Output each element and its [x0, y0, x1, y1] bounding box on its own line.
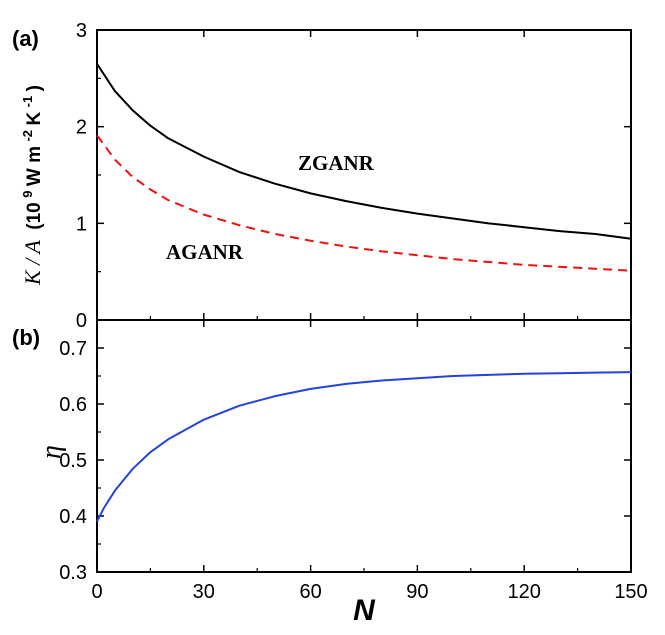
x-tick-label: 90 — [406, 581, 428, 603]
y-axis-unit-end: ) — [24, 85, 45, 91]
y-axis-unit-sup3: -1 — [20, 96, 35, 108]
x-tick-label: 30 — [193, 581, 215, 603]
y-axis-unit-open: (10 — [24, 202, 45, 229]
series-line-aganr — [96, 134, 632, 272]
x-tick-label: 120 — [508, 581, 541, 603]
x-tick-label: 60 — [299, 581, 321, 603]
panel-a-y-tick-label: 0 — [76, 310, 87, 332]
panel-a-frame — [96, 29, 632, 321]
series-layer — [96, 63, 632, 523]
aganr-label: AGANR — [166, 240, 244, 264]
panel-b-y-tick-label: 0.5 — [59, 450, 87, 472]
y-axis-title-a-text: K / A (10 9 W m -2 K -1 ) — [19, 85, 45, 286]
y-axis-title-a: K / A (10 9 W m -2 K -1 ) — [19, 85, 45, 286]
y-axis-unit-sup1: 9 — [20, 191, 35, 198]
series-line-eta — [96, 371, 632, 523]
series-line-zganr — [96, 63, 632, 240]
panel-a-y-tick-label: 2 — [76, 117, 87, 139]
y-axis-unit-mid1: W m — [24, 146, 45, 186]
panel-b-y-tick-label: 0.7 — [59, 338, 87, 360]
panel-b-frame — [96, 319, 632, 573]
y-axis-title-b: η — [36, 445, 67, 459]
panel-b-y-tick-label: 0.3 — [59, 562, 87, 584]
panel-a-label: (a) — [12, 26, 39, 51]
panel-b-y-tick-label: 0.6 — [59, 394, 87, 416]
panel-a-y-tick-label: 1 — [76, 213, 87, 235]
y-axis-unit-sup2: -2 — [20, 130, 35, 142]
panel-b-label: (b) — [12, 325, 40, 350]
y-axis-title-a-main: K / A — [20, 240, 45, 286]
x-tick-label: 0 — [91, 581, 102, 603]
x-axis-title: N — [353, 594, 376, 627]
zganr-label: ZGANR — [298, 151, 375, 175]
panel-a-y-tick-label: 3 — [76, 20, 87, 42]
x-tick-label: 150 — [614, 581, 647, 603]
y-axis-unit-mid2: K — [24, 112, 45, 126]
panel-b-y-tick-label: 0.4 — [59, 506, 87, 528]
